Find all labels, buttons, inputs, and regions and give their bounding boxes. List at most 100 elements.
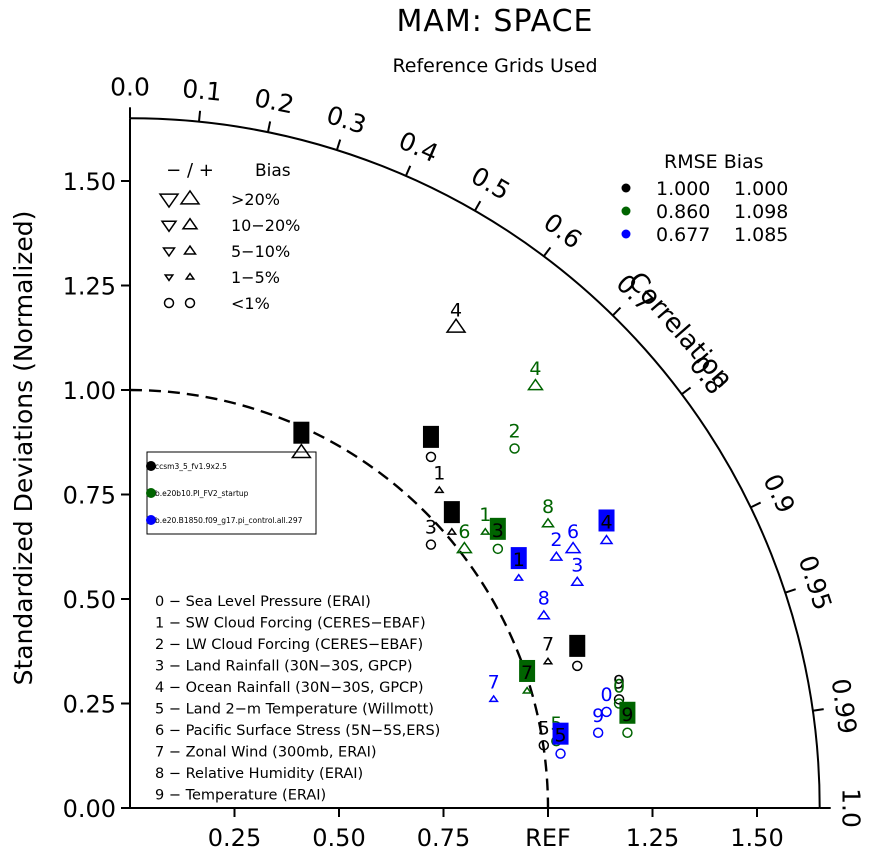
point-label: 7: [488, 671, 500, 693]
y-tick-label: 0.50: [63, 586, 116, 614]
data-point: 9: [613, 671, 625, 705]
point-label-box: [598, 509, 615, 532]
point-marker: [542, 656, 554, 665]
y-tick-label: 1.00: [63, 377, 116, 405]
correlation-tick: [612, 306, 622, 317]
series-legend-dot: [146, 461, 156, 471]
series-legend-label: b.e20.B1850.f09_g17.pi_control.all.297: [155, 516, 303, 525]
data-point: 4: [527, 358, 544, 391]
correlation-tick-label: 0.1: [181, 74, 223, 107]
point-label: 8: [446, 503, 458, 525]
series-legend-label: b.e20b10.PI_FV2_startup: [155, 489, 249, 498]
point-label: 0: [571, 637, 583, 659]
series-legend: ccsm3_5_fv1.9x2.5 b.e20b10.PI_FV2_startup…: [146, 451, 317, 535]
x-tick-label: 1.25: [626, 824, 679, 852]
data-point: 2: [549, 529, 564, 561]
bias-legend: − / + Bias >20% 10−20% 5−10% 1−5% <1%: [158, 160, 300, 313]
point-marker: [509, 443, 520, 454]
point-label: 1: [513, 549, 525, 571]
point-label: 7: [521, 662, 533, 684]
bias-down-triangle: [162, 247, 176, 258]
data-point: 1: [433, 462, 445, 494]
point-marker: [572, 660, 583, 672]
point-marker: [480, 527, 491, 535]
point-label: 3: [425, 517, 437, 539]
point-label: 4: [529, 358, 541, 380]
bias-legend-label: 10−20%: [231, 216, 300, 235]
point-label-box: [619, 701, 636, 724]
correlation-tick: [404, 165, 412, 177]
data-point: 8: [536, 588, 551, 620]
point-label: 1: [433, 462, 445, 484]
y-tick-label: 1.50: [63, 168, 116, 196]
point-marker: [455, 541, 473, 554]
data-point: 4: [445, 299, 467, 333]
bias-legend-label: <1%: [231, 294, 270, 313]
rmse-value: 0.677: [656, 224, 710, 246]
bias-down-triangle: [158, 193, 180, 209]
y-tick-label: 0.25: [63, 691, 116, 719]
point-label-box: [569, 634, 586, 657]
correlation-tick-label: 0.5: [466, 161, 515, 206]
data-point: 1: [510, 547, 527, 581]
correlation-tick-label: 0.9: [757, 469, 800, 517]
rmse-legend-dot: [621, 206, 631, 216]
point-label: 5: [554, 725, 566, 747]
variable-legend: 0 − Sea Level Pressure (ERAI) 1 − SW Clou…: [155, 594, 440, 804]
series-legend-dot: [146, 515, 156, 525]
point-label-box: [443, 501, 460, 524]
correlation-tick: [750, 501, 762, 509]
point-marker: [564, 541, 582, 554]
correlation-tick: [812, 708, 824, 712]
point-marker: [290, 443, 312, 459]
correlation-axis-label: Correlation: [621, 267, 738, 395]
correlation-tick-label: 1.0: [837, 788, 866, 828]
x-tick-label: 0.75: [417, 824, 470, 852]
x-tick-label: 1.50: [730, 824, 783, 852]
data-point: 7: [542, 634, 554, 665]
point-label: 9: [621, 704, 633, 726]
rmse-legend-dot: [621, 183, 631, 193]
variable-legend-item: 8 − Relative Humidity (ERAI): [155, 766, 363, 782]
correlation-tick: [197, 110, 202, 122]
data-point: 8: [541, 496, 555, 528]
point-marker: [538, 740, 550, 751]
data-point: 2: [509, 421, 521, 454]
point-label: 4: [600, 511, 612, 533]
chart-subtitle: Reference Grids Used: [392, 55, 597, 77]
x-tick-label: 0.25: [208, 824, 261, 852]
data-point: 7: [519, 659, 536, 694]
correlation-tick: [543, 246, 552, 257]
bias-value: 1.085: [734, 224, 788, 246]
point-label: 1: [479, 504, 491, 526]
point-label: 8: [542, 496, 554, 518]
point-label: 5: [538, 717, 550, 739]
correlation-tick-label: 0.6: [538, 208, 587, 255]
point-marker: [601, 706, 612, 718]
variable-legend-item: 5 − Land 2−m Temperature (Willmott): [155, 702, 434, 718]
point-marker: [445, 317, 467, 333]
point-label-box: [552, 722, 569, 745]
data-point: 8: [443, 501, 460, 535]
point-label-box: [510, 547, 527, 570]
series-legend-box: [146, 451, 317, 535]
variable-legend-item: 4 − Ocean Rainfall (30N−30S, GPCP): [155, 680, 424, 696]
point-marker: [599, 534, 614, 545]
data-point: 3: [425, 517, 437, 550]
point-marker: [488, 694, 499, 703]
point-label: 2: [425, 428, 437, 450]
bias-down-triangle: [160, 220, 178, 233]
bias-legend-label: >20%: [231, 190, 280, 209]
point-marker: [446, 527, 458, 535]
data-point: 3: [489, 517, 506, 555]
correlation-tick: [681, 386, 692, 395]
data-point: 0: [569, 634, 586, 672]
variable-legend-item: 2 − LW Cloud Forcing (CERES−EBAF): [155, 637, 423, 653]
reference-arc: [129, 388, 550, 809]
y-tick-label: 0.75: [63, 482, 116, 510]
point-label-box: [519, 659, 536, 682]
correlation-tick-label: 0.2: [252, 83, 297, 119]
rmse-value: 1.000: [656, 178, 710, 200]
bias-circle: [163, 297, 175, 309]
